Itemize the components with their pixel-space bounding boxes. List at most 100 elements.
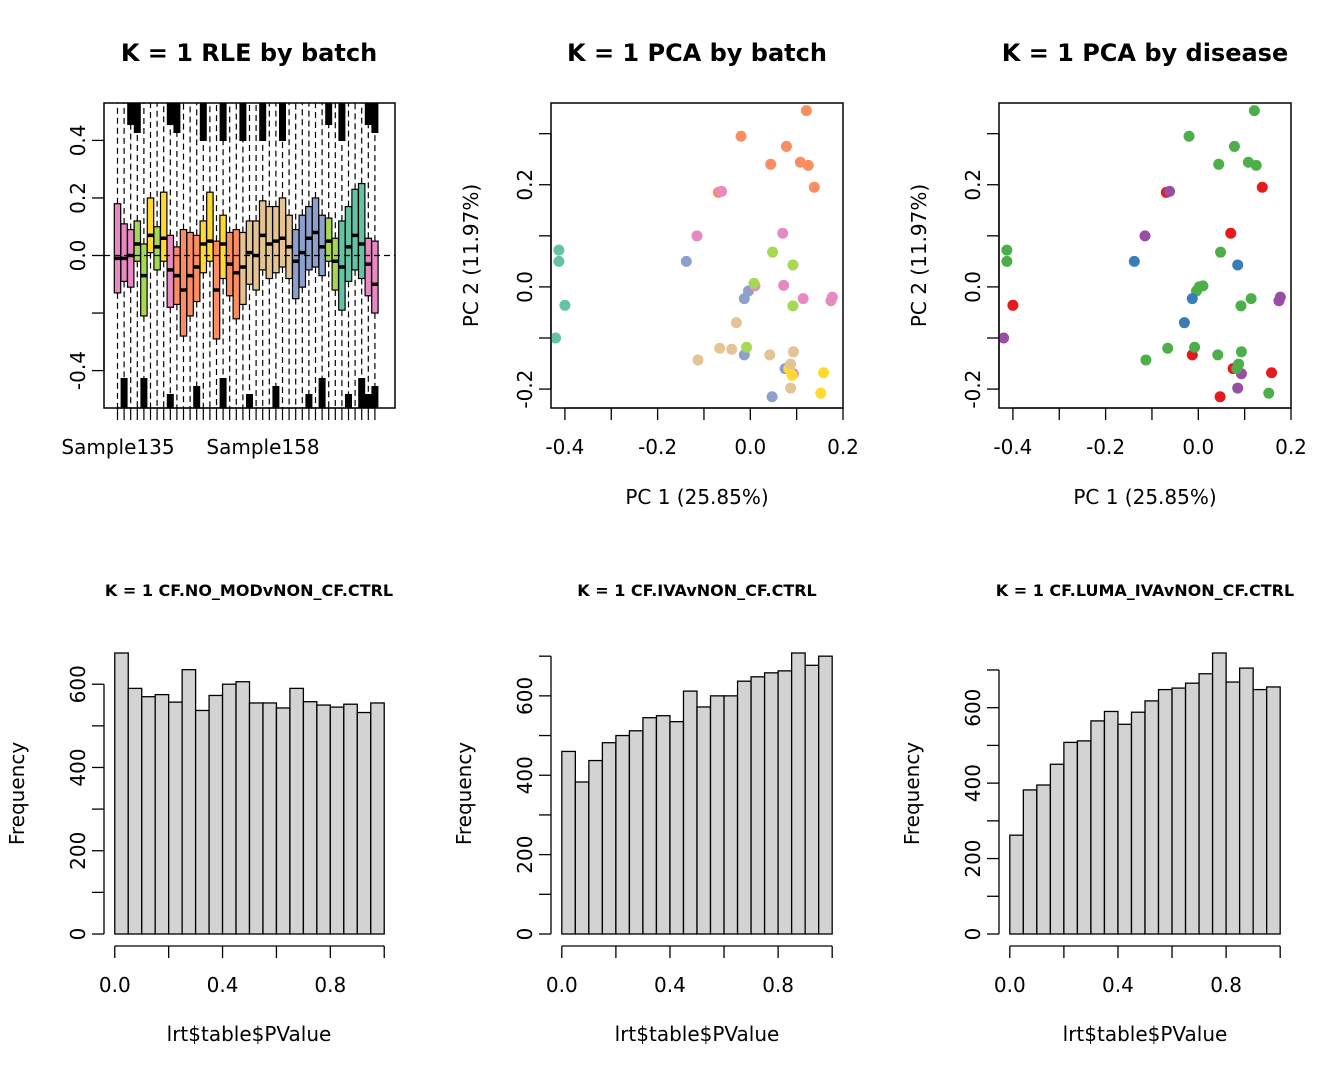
hist-2-y-tick-label: 400	[513, 756, 537, 794]
pca-batch-point	[780, 140, 792, 152]
pca-disease-panel: K = 1 PCA by disease -0.4 -0.2 0.0 0.2 -0.2 0.…	[907, 39, 1307, 509]
pca-disease-point	[1215, 246, 1227, 258]
hist-1-bar	[289, 687, 305, 935]
rle-box	[371, 240, 379, 314]
rle-box	[113, 203, 122, 294]
hist-3-bar	[1171, 687, 1187, 935]
hist-2-x-tick-label: 0.0	[546, 973, 578, 997]
hist-3-bar	[1238, 667, 1254, 935]
rle-box	[206, 191, 214, 262]
hist-3-bar	[1022, 789, 1038, 935]
pca-batch-point	[797, 293, 809, 305]
hist-2-bar	[655, 715, 671, 935]
rle-outlier-mark	[272, 386, 280, 408]
hist-2-bar	[642, 717, 658, 935]
hist-3-bar	[1144, 700, 1160, 935]
hist-2-bar	[709, 695, 725, 935]
pca-batch-point	[738, 293, 750, 305]
hist-3-bar	[1103, 710, 1119, 935]
pca-disease-y-tick-label: 0.2	[961, 169, 985, 201]
pca-disease-point	[1001, 255, 1013, 267]
pca-disease-point	[1162, 342, 1174, 354]
pca-disease-point	[1273, 295, 1285, 307]
hist-3-bar	[1225, 681, 1241, 935]
pca-batch-point	[692, 354, 704, 366]
pca-disease-point	[1263, 387, 1275, 399]
hist-1-y-tick-label: 600	[66, 665, 90, 703]
pca-disease-point	[1186, 293, 1198, 305]
rle-outlier-mark	[279, 103, 286, 141]
hist-3-x-tick-label: 0.8	[1210, 973, 1242, 997]
rle-box	[278, 197, 287, 268]
rle-outlier-mark	[166, 394, 174, 408]
hist-1-bar	[141, 696, 156, 935]
pca-disease-point	[1232, 259, 1244, 271]
rle-outlier-mark	[219, 103, 227, 141]
rle-x-tick-label: Sample158	[206, 435, 319, 459]
pca-batch-y-tick-label: 0.2	[513, 169, 537, 201]
pca-batch-point	[802, 159, 814, 171]
hist-1-bar	[370, 702, 385, 935]
pca-disease-point	[1178, 317, 1190, 329]
pca-disease-x-tick-label: 0.0	[1182, 435, 1214, 459]
rle-outlier-mark	[219, 378, 227, 408]
pca-disease-title: K = 1 PCA by disease	[1002, 39, 1289, 67]
hist-1-bar	[208, 694, 224, 935]
rle-boxplot-panel: K = 1 RLE by batch -0.4 0.0 0.2 0.4 Sample135…	[61, 39, 396, 459]
hist-3-bar	[1090, 720, 1106, 935]
pca-batch-point	[726, 343, 738, 355]
pca-disease-point	[1001, 244, 1013, 256]
pca-disease-point	[1140, 354, 1152, 366]
hist-1-bar	[302, 701, 318, 935]
hist-1-bar	[356, 711, 372, 935]
pca-batch-point	[777, 227, 789, 239]
hist-2-bar	[588, 759, 604, 935]
pca-disease-point	[1250, 159, 1262, 171]
rle-outlier-mark	[120, 378, 128, 408]
hist-2-bar	[790, 652, 806, 935]
pca-batch-point	[714, 342, 726, 354]
pca-disease-point	[1232, 382, 1244, 394]
pca-batch-x-axis-label: PC 1 (25.85%)	[625, 485, 768, 509]
hist-1-bar	[194, 709, 210, 935]
pca-disease-point	[1256, 181, 1268, 193]
pca-disease-y-tick-label: 0.0	[961, 271, 985, 303]
hist-3-panel: K = 1 CF.LUMA_IVAvNON_CF.CTRL 0.0 0.4 0.8 0 2…	[900, 581, 1294, 1046]
hist-3-bar	[1130, 711, 1146, 935]
hist-2-bar	[804, 664, 820, 935]
pca-batch-y-tick-label: -0.2	[513, 370, 537, 409]
hist-3-bar	[1157, 688, 1173, 935]
pca-batch-y-axis-label: PC 2 (11.97%)	[459, 184, 483, 327]
hist-3-x-tick-label: 0.0	[994, 973, 1026, 997]
hist-1-bar	[114, 652, 129, 935]
rle-box	[219, 214, 227, 280]
pca-disease-point	[1007, 299, 1019, 311]
pca-batch-point	[691, 230, 703, 242]
pca-disease-point	[1266, 367, 1278, 379]
pca-batch-point	[741, 341, 753, 353]
hist-2-bar	[818, 655, 833, 935]
pca-batch-point	[787, 346, 799, 358]
rle-box	[357, 182, 366, 280]
rle-outlier-mark	[318, 378, 326, 408]
hist-3-y-axis-label: Frequency	[900, 742, 924, 845]
hist-3-x-axis-label: lrt$table$PValue	[1063, 1022, 1228, 1046]
pca-batch-point	[808, 181, 820, 193]
rle-outlier-mark	[338, 103, 346, 141]
rle-outlier-mark	[246, 394, 253, 408]
pca-batch-x-tick-label: 0.0	[734, 435, 766, 459]
hist-2-x-axis-label: lrt$table$PValue	[615, 1022, 780, 1046]
rle-box	[291, 229, 300, 300]
rle-plot-area	[104, 103, 395, 408]
rle-outlier-mark	[364, 103, 372, 125]
pca-disease-point	[1164, 185, 1176, 197]
hist-1-bar	[275, 707, 291, 935]
pca-batch-point	[559, 299, 571, 311]
pca-disease-point	[1128, 255, 1140, 267]
rle-box	[146, 197, 155, 254]
rle-box	[159, 191, 168, 262]
hist-3-y-tick-label: 200	[961, 839, 985, 877]
pca-batch-point	[730, 317, 742, 329]
pca-batch-point	[553, 255, 565, 267]
pca-batch-point	[800, 105, 812, 117]
